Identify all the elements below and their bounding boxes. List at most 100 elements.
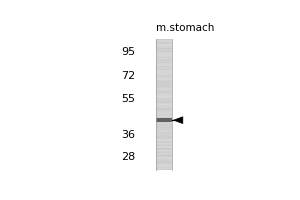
Bar — [156, 91, 172, 92]
Bar — [156, 132, 172, 133]
Bar — [156, 124, 172, 126]
Bar — [156, 55, 172, 56]
Bar — [156, 100, 172, 102]
Bar — [156, 59, 172, 60]
Text: 72: 72 — [121, 71, 135, 81]
Bar — [156, 52, 172, 54]
Bar — [156, 49, 172, 50]
Bar — [156, 120, 172, 121]
Bar — [156, 150, 172, 151]
Bar — [156, 126, 172, 127]
Bar — [156, 118, 172, 119]
Bar — [156, 109, 172, 110]
Bar — [156, 72, 172, 73]
Bar — [156, 154, 172, 155]
Bar — [156, 76, 172, 78]
Bar — [156, 92, 172, 93]
Bar — [156, 123, 172, 124]
Bar — [156, 146, 172, 147]
Bar — [156, 139, 172, 140]
Bar — [156, 82, 172, 83]
Bar — [156, 40, 172, 42]
Bar — [156, 102, 172, 103]
Bar — [156, 81, 172, 82]
Bar — [156, 75, 172, 76]
Bar — [156, 98, 172, 99]
Bar — [156, 94, 172, 95]
Bar — [156, 118, 172, 122]
Bar — [156, 47, 172, 48]
Bar — [156, 135, 172, 136]
Bar — [156, 116, 172, 117]
Bar — [156, 119, 172, 120]
Bar — [156, 112, 172, 114]
Bar — [156, 166, 172, 167]
Bar — [156, 39, 172, 40]
Bar — [156, 90, 172, 91]
Text: 95: 95 — [121, 47, 135, 57]
Bar — [156, 145, 172, 146]
Bar — [156, 67, 172, 68]
Bar — [156, 83, 172, 84]
Bar — [156, 79, 172, 80]
Bar — [156, 80, 172, 81]
Bar — [156, 56, 172, 57]
Bar — [156, 114, 172, 115]
Bar — [156, 143, 172, 144]
Bar — [156, 144, 172, 145]
Text: 28: 28 — [121, 152, 135, 162]
Bar — [156, 162, 172, 163]
Bar — [156, 163, 172, 164]
Bar — [156, 39, 172, 170]
Bar — [156, 159, 172, 160]
Bar — [156, 48, 172, 49]
Bar — [156, 168, 172, 169]
Bar — [156, 133, 172, 134]
Text: 36: 36 — [121, 130, 135, 140]
Bar — [156, 167, 172, 168]
Bar — [156, 121, 172, 122]
Bar — [156, 68, 172, 69]
Bar — [156, 96, 172, 97]
Bar — [156, 157, 172, 158]
Bar — [156, 97, 172, 98]
Bar — [156, 103, 172, 104]
Bar — [156, 128, 172, 129]
Bar — [156, 156, 172, 157]
Bar — [156, 99, 172, 100]
Bar — [156, 60, 172, 61]
Bar — [156, 66, 172, 67]
Bar — [156, 45, 172, 46]
Bar — [156, 54, 172, 55]
Bar — [156, 153, 172, 154]
Bar — [156, 111, 172, 112]
Bar — [156, 127, 172, 128]
Bar — [156, 147, 172, 148]
Bar — [156, 160, 172, 162]
Bar — [156, 63, 172, 64]
Bar — [156, 50, 172, 51]
Bar — [156, 58, 172, 59]
Polygon shape — [173, 117, 183, 124]
Bar — [156, 87, 172, 88]
Bar — [156, 84, 172, 85]
Bar — [156, 165, 172, 166]
Text: m.stomach: m.stomach — [156, 23, 214, 33]
Bar — [156, 110, 172, 111]
Bar — [156, 106, 172, 107]
Text: 55: 55 — [121, 94, 135, 104]
Bar — [156, 78, 172, 79]
Bar — [156, 131, 172, 132]
Bar — [156, 141, 172, 142]
Bar — [156, 51, 172, 52]
Bar — [156, 134, 172, 135]
Bar — [156, 42, 172, 43]
Bar — [156, 148, 172, 150]
Bar — [156, 122, 172, 123]
Bar — [156, 164, 172, 165]
Bar — [156, 169, 172, 170]
Bar — [156, 136, 172, 138]
Bar — [156, 130, 172, 131]
Bar — [156, 107, 172, 108]
Bar — [156, 69, 172, 70]
